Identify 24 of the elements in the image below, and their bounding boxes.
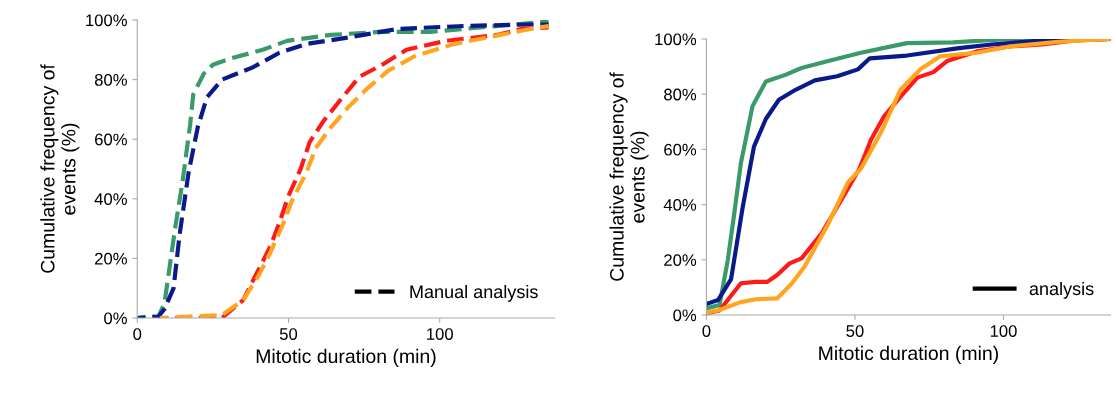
x-tick-label: 100: [990, 325, 1017, 337]
y-tick-label: 40%: [94, 193, 127, 205]
y-tick-label: 80%: [94, 74, 127, 86]
legend-label: analysis: [1029, 281, 1094, 299]
x-axis-title: Mitotic duration (min): [819, 345, 998, 364]
x-tick-label: 50: [846, 325, 864, 337]
y-axis-title: Cumulative frequency of events (%): [40, 64, 80, 273]
y-tick-label: 60%: [95, 133, 127, 146]
y-tick-label: 100%: [86, 14, 127, 27]
y-tick-label: 40%: [663, 199, 697, 211]
y-tick-label: 20%: [95, 252, 127, 265]
x-tick-label: 50: [279, 328, 298, 340]
y-tick-label: 100%: [655, 33, 697, 46]
y-tick-label: 20%: [664, 254, 697, 266]
y-tick-label: 60%: [664, 143, 697, 156]
y-axis-title: Cumulative frequency of events (%): [609, 72, 649, 281]
legend-label: Manual analysis: [410, 284, 538, 302]
x-tick-label: 0: [702, 325, 711, 337]
x-tick-label: 0: [133, 328, 142, 340]
x-tick-label: 100: [427, 328, 453, 340]
y-tick-label: 0%: [104, 312, 127, 325]
y-tick-label: 80%: [664, 88, 697, 101]
y-tick-label: 0%: [673, 309, 697, 322]
x-axis-title: Mitotic duration (min): [256, 348, 436, 367]
